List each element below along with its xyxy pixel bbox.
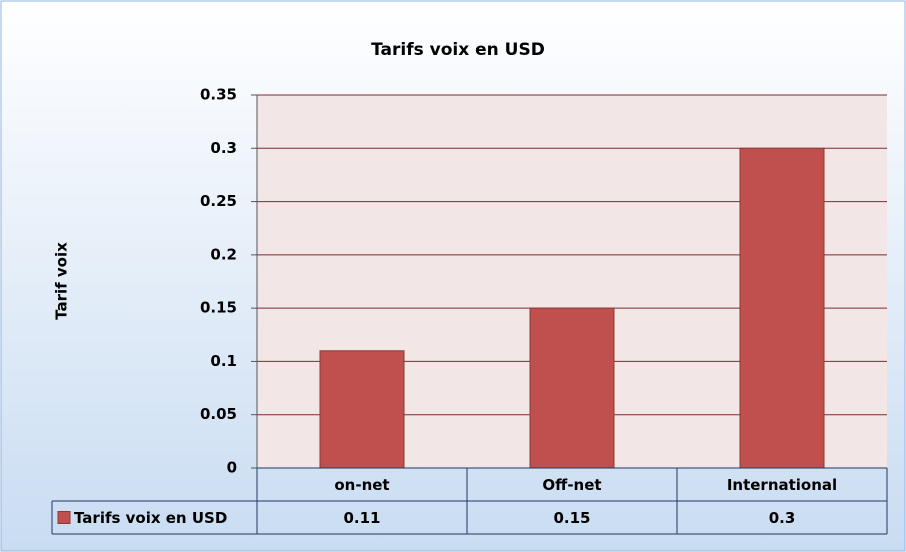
- y-tick-label: 0.35: [200, 86, 237, 104]
- x-tick-label: on-net: [334, 476, 389, 494]
- table-value: 0.3: [769, 509, 796, 527]
- y-tick-label: 0.1: [210, 352, 237, 370]
- x-tick-label: International: [727, 476, 837, 494]
- y-tick-label: 0.3: [210, 139, 237, 157]
- x-tick-label: Off-net: [542, 476, 601, 494]
- y-axis-label: Tarif voix: [53, 242, 71, 320]
- chart-title: Tarifs voix en USD: [371, 40, 545, 60]
- table-value: 0.15: [553, 509, 590, 527]
- bar: [529, 307, 615, 469]
- y-tick-label: 0: [227, 459, 237, 477]
- bar: [739, 147, 825, 469]
- y-tick-label: 0.2: [210, 245, 237, 263]
- legend-swatch: [57, 511, 71, 524]
- y-tick-label: 0.15: [200, 299, 237, 317]
- legend-label: Tarifs voix en USD: [74, 509, 227, 527]
- bar: [319, 350, 405, 469]
- table-value: 0.11: [343, 509, 380, 527]
- y-tick-label: 0.25: [200, 192, 237, 210]
- y-tick-label: 0.05: [200, 405, 237, 423]
